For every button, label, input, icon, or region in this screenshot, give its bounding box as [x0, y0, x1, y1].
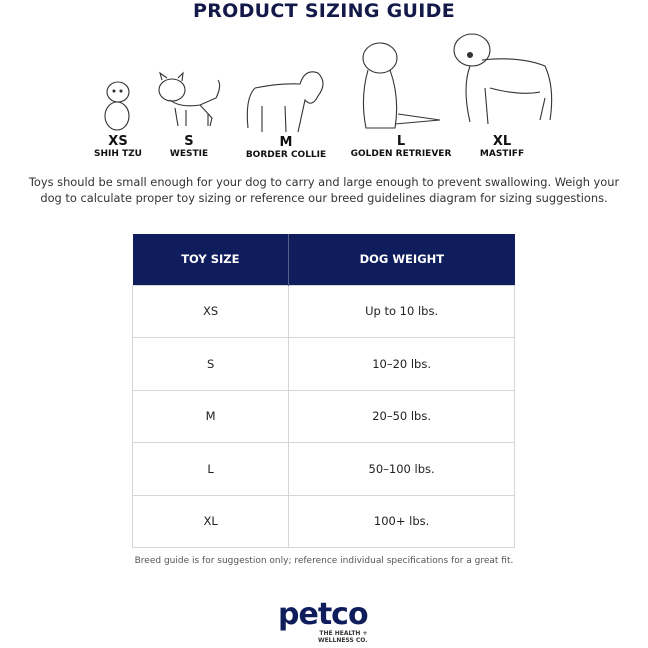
size-label: M	[279, 135, 293, 150]
dog-weight-cell: 20–50 lbs.	[288, 389, 515, 443]
page-title: PRODUCT SIZING GUIDE	[193, 0, 455, 22]
dog-weight-cell: 10–20 lbs.	[288, 337, 515, 391]
dog-label-xs: XS SHIH TZU	[94, 134, 142, 159]
breed-label: BORDER COLLIE	[245, 150, 327, 160]
size-label: XS	[108, 134, 128, 149]
breed-guide-note: Breed guide is for suggestion only; refe…	[134, 556, 514, 566]
logo-tagline: THE HEALTH +	[319, 630, 368, 637]
table-row: L 50–100 lbs.	[131, 442, 515, 496]
breed-label: GOLDEN RETRIEVER	[350, 149, 452, 159]
golden-retriever-icon	[362, 42, 441, 129]
toy-size-cell: XL	[131, 494, 290, 548]
description: Toys should be small enough for your dog…	[28, 175, 620, 205]
logo-tagline: WELLNESS CO.	[317, 637, 368, 644]
shih-tzu-icon	[104, 81, 130, 131]
dog-weight-cell: 50–100 lbs.	[288, 442, 515, 496]
breed-label: WESTIE	[169, 149, 209, 159]
size-label: L	[396, 134, 406, 149]
dog-illustrations	[104, 33, 553, 133]
table-header: TOY SIZE DOG WEIGHT	[132, 234, 515, 285]
petco-logo: petco THE HEALTH + WELLNESS CO.	[278, 597, 369, 645]
table-row: S 10–20 lbs.	[131, 337, 515, 391]
dog-label-m: M BORDER COLLIE	[246, 135, 326, 160]
dog-label-xl: XL MASTIFF	[480, 134, 524, 159]
mastiff-icon	[453, 33, 553, 125]
breed-label: SHIH TZU	[93, 149, 143, 159]
size-label: S	[184, 134, 194, 149]
toy-size-cell: L	[131, 442, 290, 496]
border-collie-icon	[246, 71, 324, 133]
header-toy-size: TOY SIZE	[132, 234, 290, 285]
table-row: M 20–50 lbs.	[131, 389, 515, 443]
table-row: XS Up to 10 lbs.	[131, 284, 515, 338]
sizing-table: TOY SIZE DOG WEIGHT XS Up to 10 lbs. S 10–…	[131, 234, 515, 548]
size-label: XL	[492, 134, 512, 149]
toy-size-cell: S	[131, 337, 290, 391]
westie-icon	[158, 71, 221, 127]
dog-weight-cell: Up to 10 lbs.	[288, 284, 515, 338]
logo-wordmark: petco	[278, 597, 369, 632]
header-dog-weight: DOG WEIGHT	[288, 234, 515, 285]
table-row: XL 100+ lbs.	[131, 494, 515, 548]
dog-weight-cell: 100+ lbs.	[288, 494, 515, 548]
toy-size-cell: XS	[131, 284, 290, 338]
breed-label: MASTIFF	[479, 149, 525, 159]
dog-label-s: S WESTIE	[170, 134, 208, 159]
toy-size-cell: M	[131, 389, 290, 443]
dog-label-l: L GOLDEN RETRIEVER	[351, 134, 452, 159]
